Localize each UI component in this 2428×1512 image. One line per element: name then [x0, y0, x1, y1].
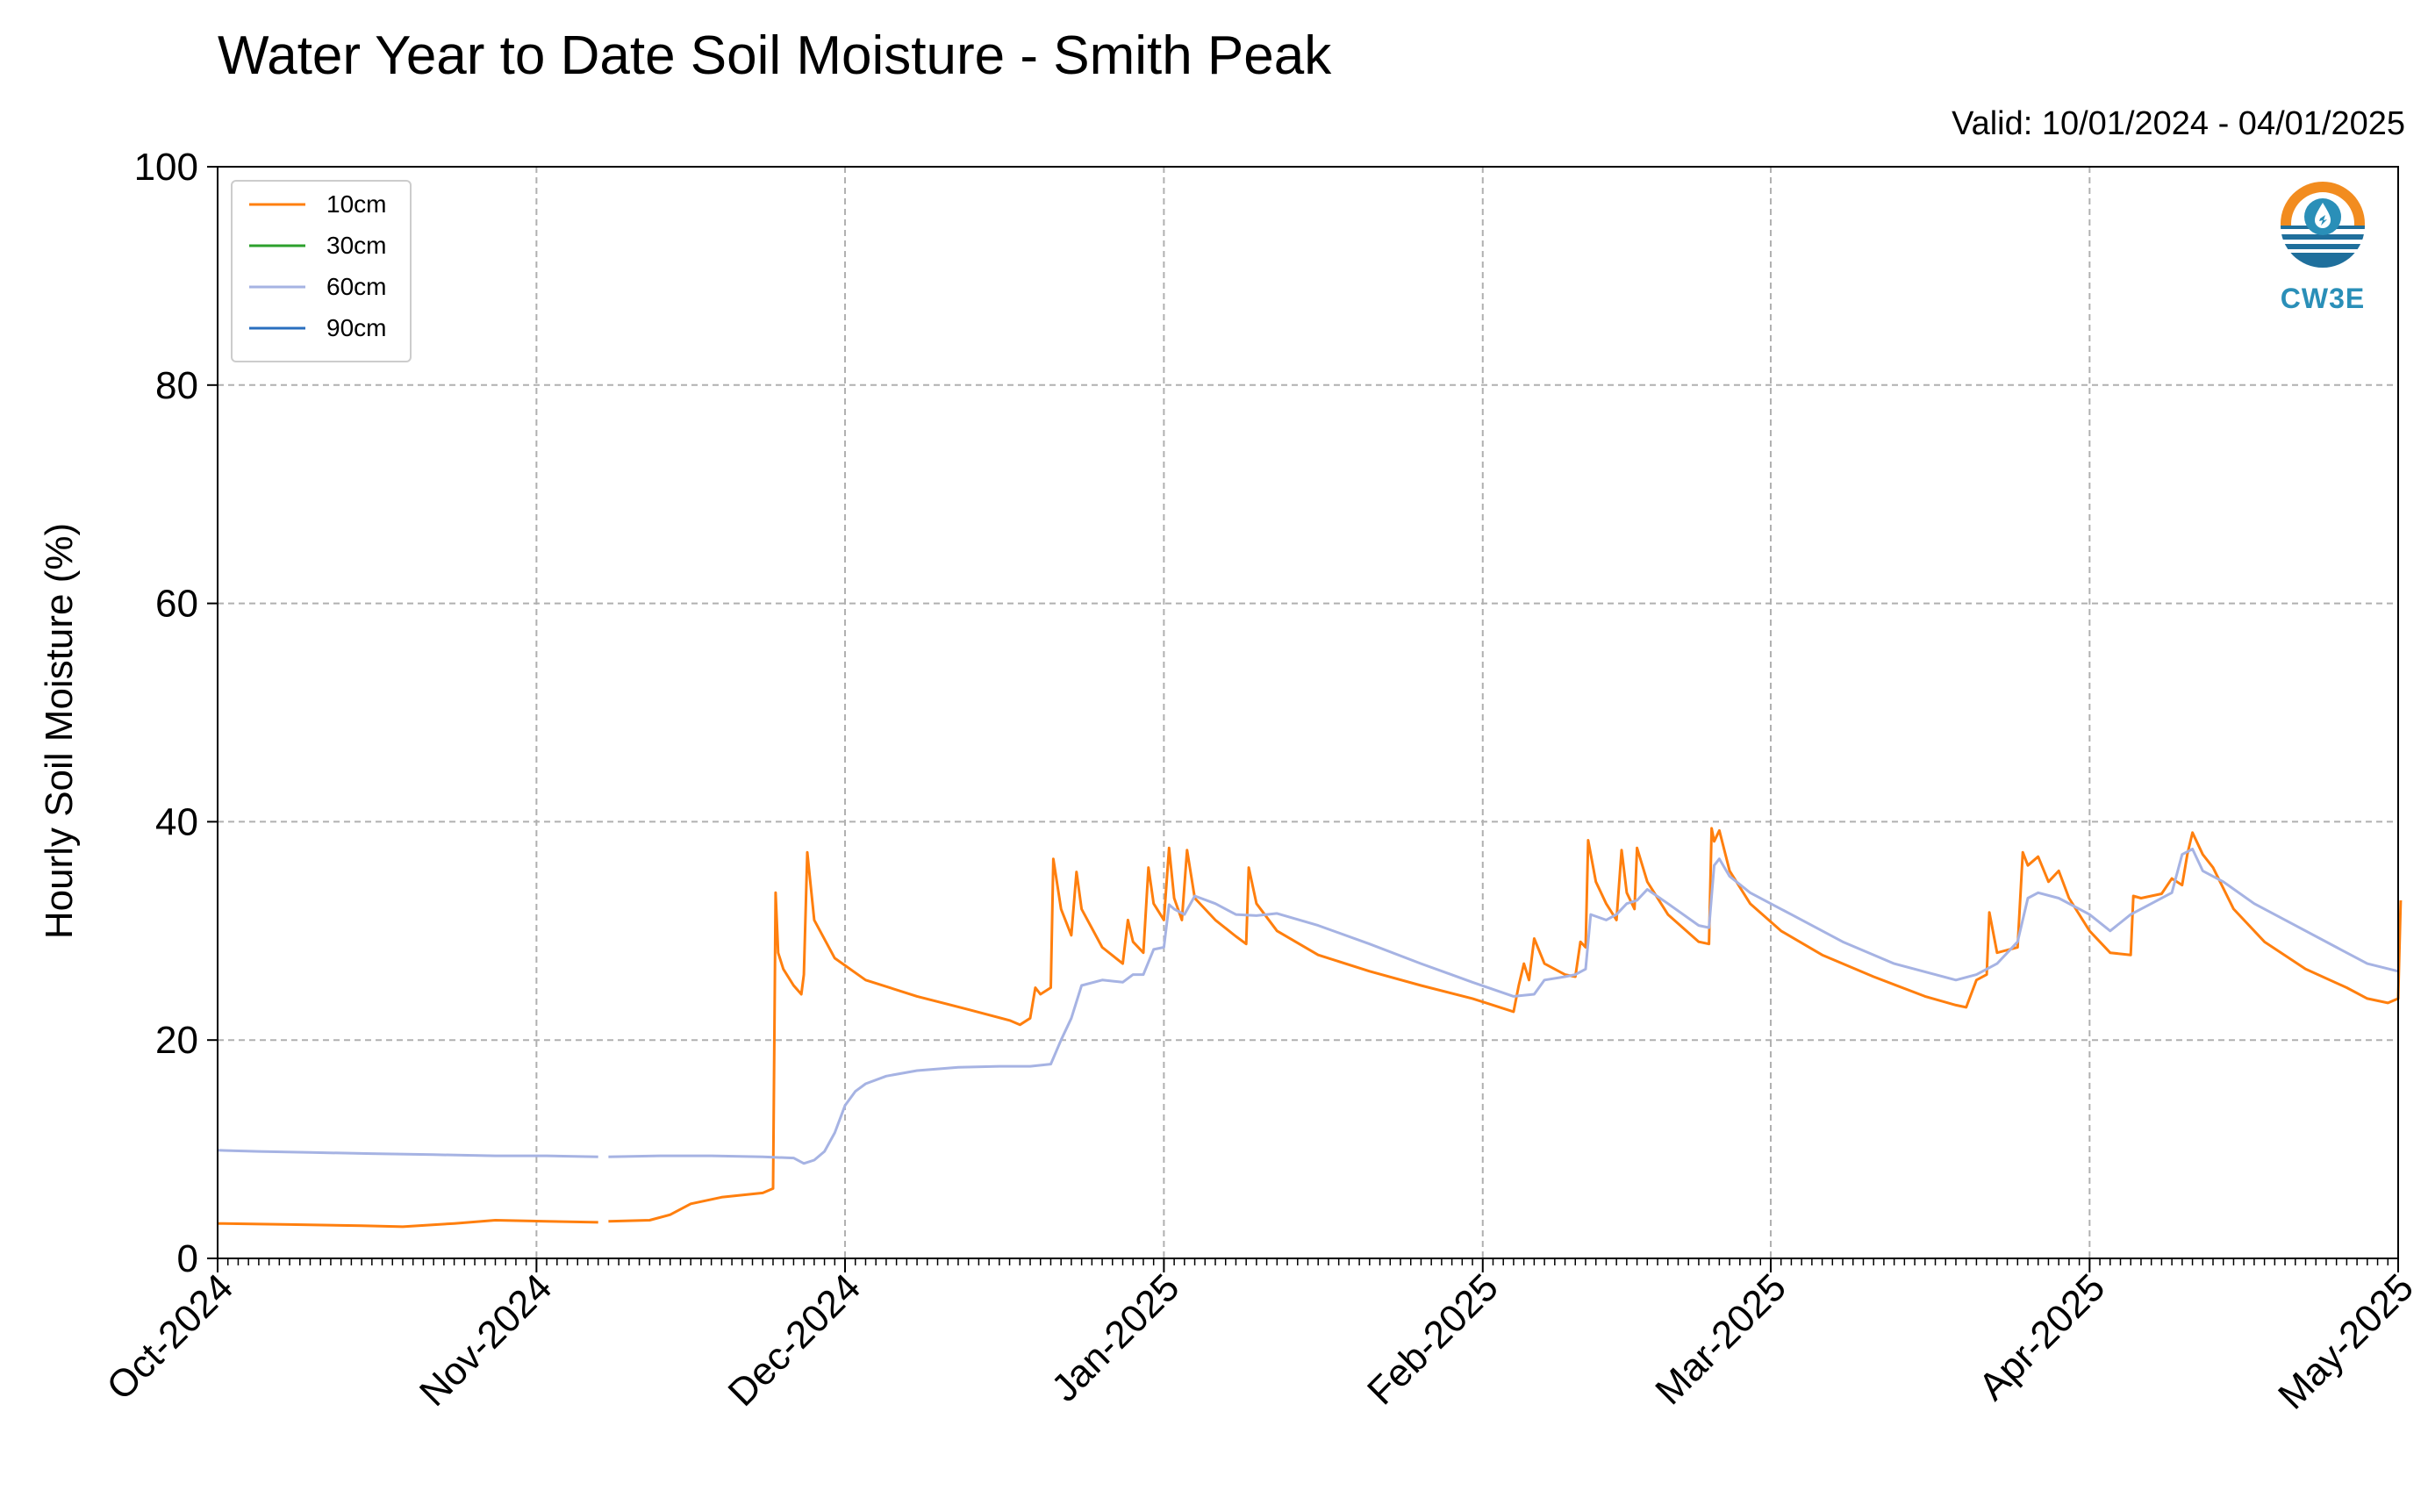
grid-lines [218, 167, 2398, 1258]
plot-frame [217, 166, 2399, 1259]
chart-title: Water Year to Date Soil Moisture - Smith… [218, 25, 1332, 86]
x-tick-label: Jan-2025 [1043, 1265, 1187, 1409]
legend-label: 90cm [326, 314, 386, 341]
series-line-60cm [217, 1149, 598, 1158]
y-tick-label: 60 [155, 583, 198, 626]
cw3e-logo: CW3E [2257, 180, 2389, 315]
y-axis: 0 20 40 60 80 100 [134, 146, 218, 1280]
legend-label: 60cm [326, 273, 386, 300]
legend-box [231, 180, 412, 362]
series-layer [217, 827, 2403, 1229]
y-tick-label: 40 [155, 800, 198, 843]
legend-label: 30cm [326, 232, 386, 259]
y-tick-label: 20 [155, 1019, 198, 1062]
x-tick-label: Oct-2024 [98, 1265, 241, 1408]
series-line-10cm [217, 1219, 598, 1229]
y-tick-label: 0 [177, 1237, 198, 1280]
x-tick-label: Feb-2025 [1359, 1265, 1507, 1413]
water-drop-icon [2281, 182, 2365, 268]
x-tick-label: Dec-2024 [720, 1265, 870, 1415]
x-tick-label: May-2025 [2270, 1265, 2422, 1417]
x-tick-label: Nov-2024 [412, 1265, 561, 1415]
x-axis: Oct-2024 Nov-2024 Dec-2024 Jan-2025 Feb-2025… [98, 1258, 2422, 1417]
x-tick-label: Apr-2025 [1971, 1265, 2114, 1408]
y-tick-label: 80 [155, 364, 198, 407]
logo-text: CW3E [2280, 283, 2366, 314]
x-tick-label: Mar-2025 [1647, 1265, 1794, 1413]
series-line-10cm [608, 827, 2403, 1223]
series-line-60cm [608, 848, 2399, 1165]
valid-range: Valid: 10/01/2024 - 04/01/2025 [1952, 105, 2405, 142]
y-tick-label: 100 [134, 146, 198, 189]
legend-label: 10cm [326, 190, 386, 218]
legend: 10cm 30cm 60cm 90cm [231, 180, 412, 362]
